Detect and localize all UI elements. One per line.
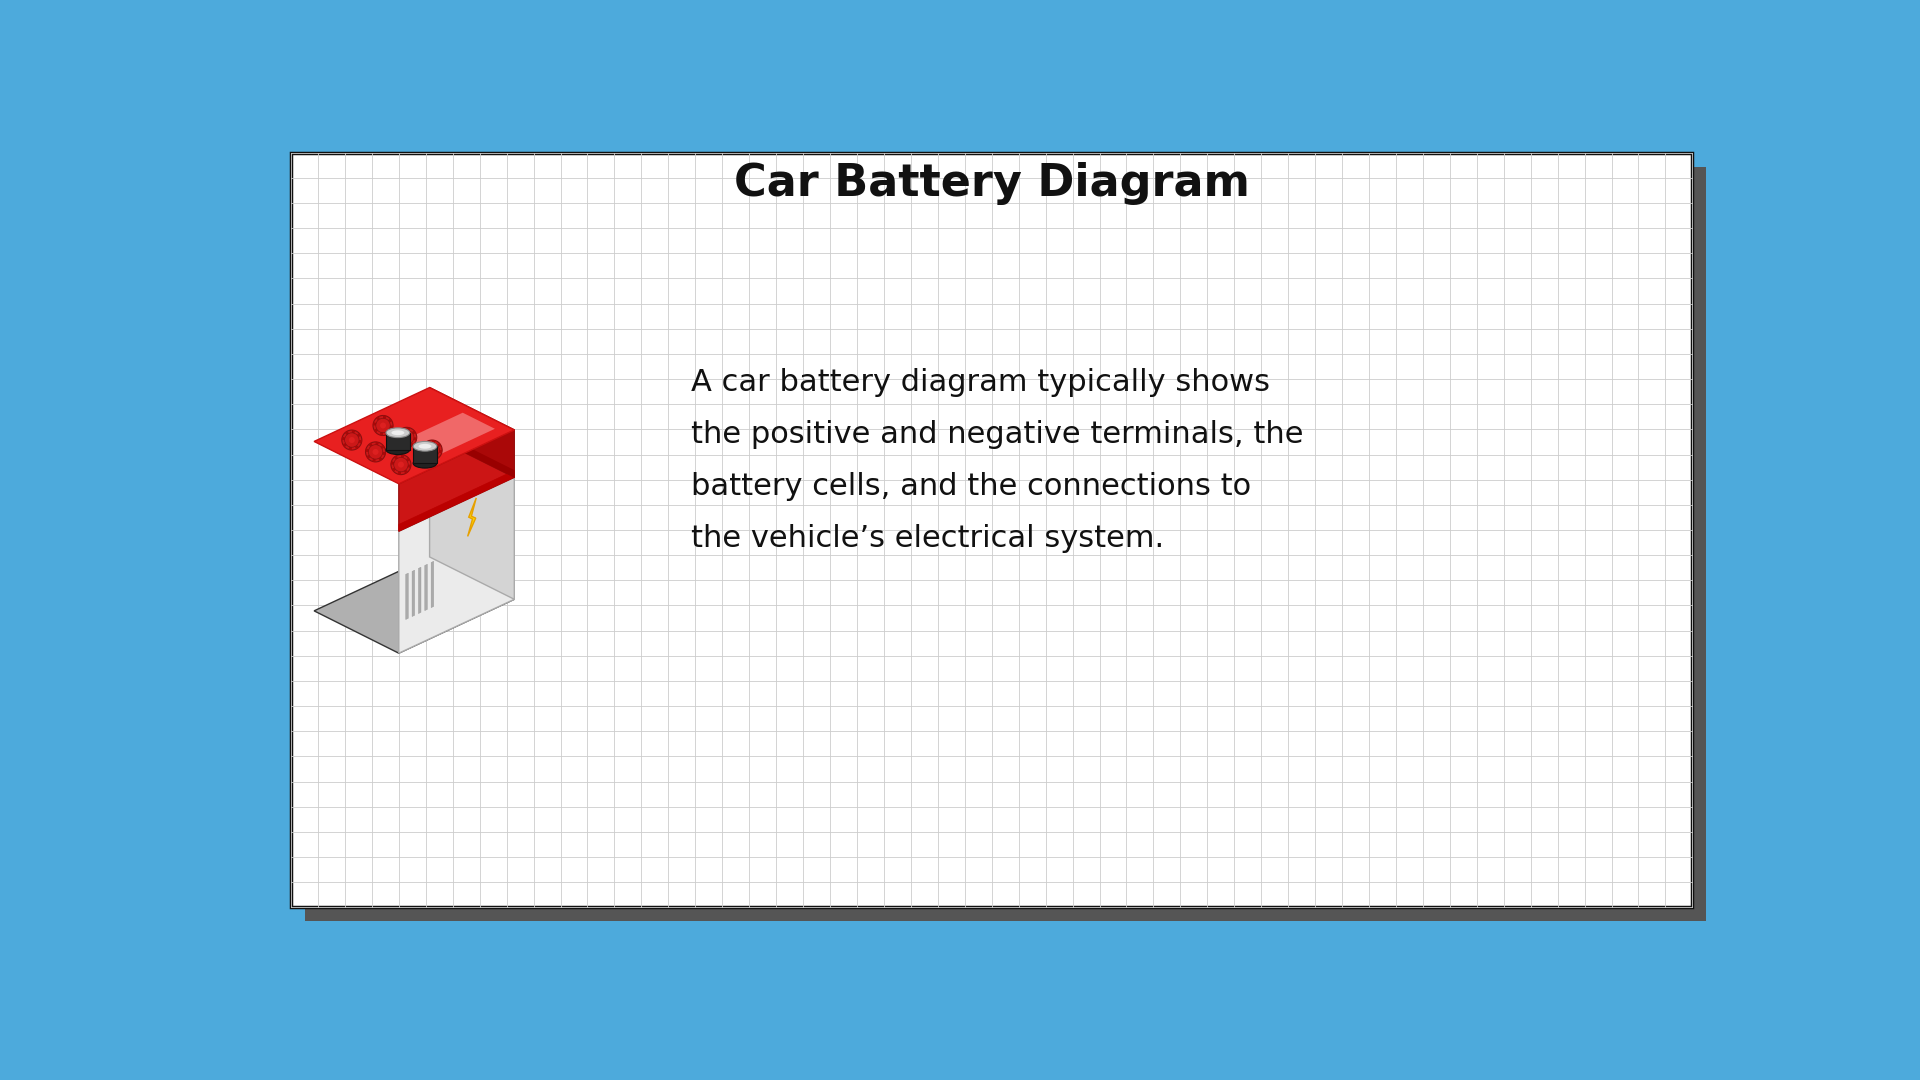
Wedge shape [394,456,401,464]
Wedge shape [407,437,417,441]
Wedge shape [374,426,382,433]
Wedge shape [351,430,355,440]
Polygon shape [419,567,420,613]
Circle shape [349,437,355,443]
Wedge shape [376,451,386,456]
Circle shape [342,430,361,450]
Wedge shape [382,426,394,429]
Text: Car Battery Diagram: Car Battery Diagram [733,162,1250,205]
Wedge shape [422,447,432,450]
Ellipse shape [392,430,405,435]
Wedge shape [401,458,411,464]
Wedge shape [342,436,351,440]
Wedge shape [351,440,359,449]
Circle shape [372,449,378,455]
Circle shape [372,416,394,435]
Circle shape [365,442,386,462]
Wedge shape [376,445,384,451]
Wedge shape [376,451,382,461]
Polygon shape [432,562,434,608]
Polygon shape [386,433,409,449]
Wedge shape [351,440,361,444]
Wedge shape [399,429,407,437]
Text: A car battery diagram typically shows
the positive and negative terminals, the
b: A car battery diagram typically shows th… [691,368,1304,553]
Polygon shape [399,430,515,531]
Circle shape [344,433,359,447]
Ellipse shape [386,428,409,437]
Wedge shape [369,443,376,451]
Polygon shape [430,388,515,477]
Circle shape [399,430,415,445]
Circle shape [376,418,390,433]
Ellipse shape [386,445,409,455]
Wedge shape [407,437,415,446]
Circle shape [394,458,409,472]
Polygon shape [315,388,515,484]
Wedge shape [397,464,401,474]
Circle shape [397,428,417,447]
Wedge shape [432,443,442,450]
Wedge shape [403,437,407,447]
Circle shape [369,445,382,459]
Polygon shape [424,564,428,610]
Wedge shape [407,428,411,437]
Wedge shape [382,426,390,434]
Circle shape [424,443,440,457]
Polygon shape [399,471,515,531]
Circle shape [380,422,386,429]
Wedge shape [365,448,376,451]
Wedge shape [382,418,392,426]
Circle shape [397,461,403,468]
Circle shape [430,447,436,454]
Polygon shape [430,435,515,599]
Wedge shape [351,433,361,440]
Wedge shape [392,461,401,464]
Polygon shape [315,557,515,653]
Polygon shape [405,573,409,620]
Wedge shape [401,455,405,464]
Wedge shape [407,430,417,437]
Wedge shape [432,440,436,450]
Circle shape [422,440,442,460]
Polygon shape [413,570,415,617]
Polygon shape [405,413,495,456]
Wedge shape [422,450,432,457]
Wedge shape [348,440,351,450]
Wedge shape [401,464,409,474]
Wedge shape [346,431,351,440]
Wedge shape [380,426,382,435]
Wedge shape [376,442,378,451]
Wedge shape [432,450,442,454]
Wedge shape [344,440,351,447]
Polygon shape [399,477,515,653]
Wedge shape [367,451,376,459]
Ellipse shape [413,458,438,468]
Circle shape [403,434,409,441]
Wedge shape [372,451,376,462]
Polygon shape [430,428,515,477]
Wedge shape [432,450,440,459]
Polygon shape [468,498,476,537]
Wedge shape [428,450,432,460]
Wedge shape [424,441,432,450]
Wedge shape [372,422,382,426]
Wedge shape [397,434,407,437]
Ellipse shape [419,444,432,448]
Circle shape [392,455,411,474]
Wedge shape [376,417,382,426]
Wedge shape [401,464,411,468]
Wedge shape [382,416,386,426]
Wedge shape [397,437,407,445]
Wedge shape [392,464,401,472]
Ellipse shape [413,442,438,451]
Polygon shape [413,446,438,463]
